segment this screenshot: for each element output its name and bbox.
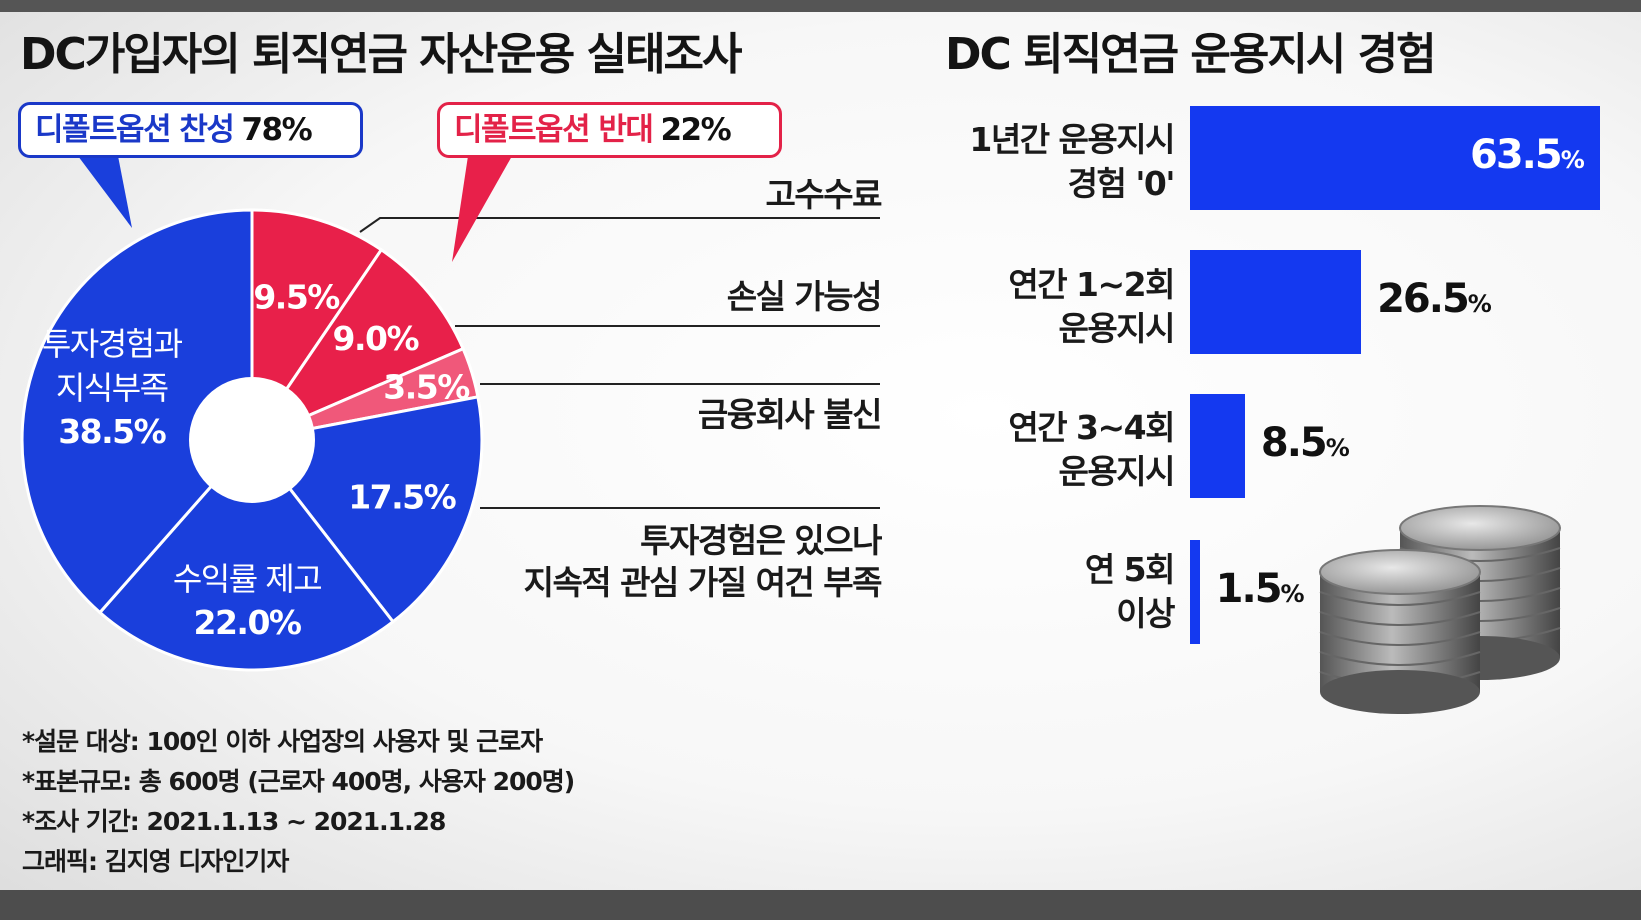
- reason-lack-of-time: 투자경험은 있으나 지속적 관심 가질 여건 부족: [523, 520, 883, 604]
- bar-category-label: 연 5회 이상: [1084, 548, 1176, 636]
- pie-center-hole: [189, 377, 315, 503]
- callout-agree: 디폴트옵션 찬성 78%: [18, 102, 363, 158]
- top-band: [0, 0, 1641, 12]
- bar-value-unit: %: [1325, 434, 1350, 462]
- pie-value-label: 9.5%: [253, 278, 340, 317]
- bar-value-unit: %: [1467, 290, 1492, 318]
- bar-value-unit: %: [1280, 580, 1305, 608]
- pie-category-label: 수익률 제고: [173, 560, 321, 598]
- bar-category-line: 운용지시: [1058, 452, 1176, 491]
- right-chart-title: DC 퇴직연금 운용지시 경험: [945, 29, 1437, 80]
- callout-oppose-value: 22%: [660, 112, 731, 148]
- bottom-band: [0, 890, 1641, 920]
- callout-oppose-label: 디폴트옵션 반대: [454, 112, 654, 148]
- callout-oppose: 디폴트옵션 반대 22%: [437, 102, 782, 158]
- pie-category-label: 지식부족: [56, 369, 168, 407]
- reason-high-fee: 고수수료: [765, 175, 883, 214]
- callout-agree-label: 디폴트옵션 찬성: [35, 112, 235, 148]
- survey-notes: *설문 대상: 100인 이하 사업장의 사용자 및 근로자 *표본규모: 총 …: [22, 722, 575, 882]
- bar-category-line: 1년간 운용지시: [969, 120, 1175, 159]
- coin-stack-illustration: [1319, 505, 1561, 714]
- pie-value-label: 22.0%: [194, 603, 302, 642]
- bar-category-line: 운용지시: [1058, 309, 1176, 348]
- pie-slice: [97, 437, 396, 672]
- reason-lack-of-time-line2: 지속적 관심 가질 여건 부족: [523, 563, 883, 602]
- bar-value-number: 63.5: [1470, 132, 1563, 178]
- pie-slice: [247, 247, 466, 444]
- pie-slice: [250, 208, 384, 445]
- bar-category-line: 연간 1~2회: [1008, 265, 1175, 304]
- bar-category-line: 경험 '0': [1067, 164, 1176, 203]
- bar: [1190, 250, 1362, 354]
- bar-category-label: 연간 3~4회 운용지시: [1008, 406, 1176, 494]
- coin-stack-front: [1319, 549, 1481, 714]
- bar-category-label: 1년간 운용지시 경험 '0': [969, 118, 1176, 206]
- bar-value-label: 63.5%: [1470, 132, 1585, 178]
- bar-value-label: 1.5%: [1215, 566, 1305, 612]
- pie-value-label: 38.5%: [58, 412, 166, 451]
- bar-value-label: 26.5%: [1377, 276, 1492, 322]
- note-period: *조사 기간: 2021.1.13 ~ 2021.1.28: [22, 807, 446, 836]
- pie-category-label: 투자경험과: [42, 325, 183, 363]
- bar: [1190, 394, 1245, 498]
- callout-agree-value: 78%: [241, 112, 312, 148]
- bar-value-number: 26.5: [1377, 276, 1470, 322]
- pie-value-label: 17.5%: [348, 478, 456, 517]
- callout-oppose-pointer: [452, 156, 512, 262]
- left-chart-title: DC가입자의 퇴직연금 자산운용 실태조사: [20, 29, 742, 80]
- note-credit: 그래픽: 김지영 디자인기자: [22, 847, 289, 876]
- bar-value-unit: %: [1560, 146, 1585, 174]
- bar-category-line: 연 5회: [1084, 550, 1176, 589]
- bar-value-number: 1.5: [1215, 566, 1283, 612]
- bar-value-label: 8.5%: [1260, 420, 1350, 466]
- reason-loss-risk: 손실 가능성: [726, 277, 883, 316]
- leader-line: [359, 217, 880, 233]
- note-target: *설문 대상: 100인 이하 사업장의 사용자 및 근로자: [22, 727, 543, 756]
- reason-distrust: 금융회사 불신: [697, 395, 883, 434]
- bar-category-label: 연간 1~2회 운용지시: [1008, 263, 1176, 351]
- bar: [1190, 106, 1600, 210]
- bar-value-number: 8.5: [1260, 420, 1328, 466]
- pie-value-label: 9.0%: [333, 319, 420, 358]
- bar-category-line: 이상: [1116, 594, 1175, 633]
- pie-slice: [20, 208, 254, 615]
- bar-category-line: 연간 3~4회: [1008, 408, 1175, 447]
- pie-value-label: 3.5%: [383, 368, 470, 407]
- bar: [1190, 540, 1200, 644]
- note-sample: *표본규모: 총 600명 (근로자 400명, 사용자 200명): [22, 767, 575, 796]
- callout-agree-pointer: [78, 156, 132, 228]
- reason-lack-of-time-line1: 투자경험은 있으나: [640, 521, 882, 560]
